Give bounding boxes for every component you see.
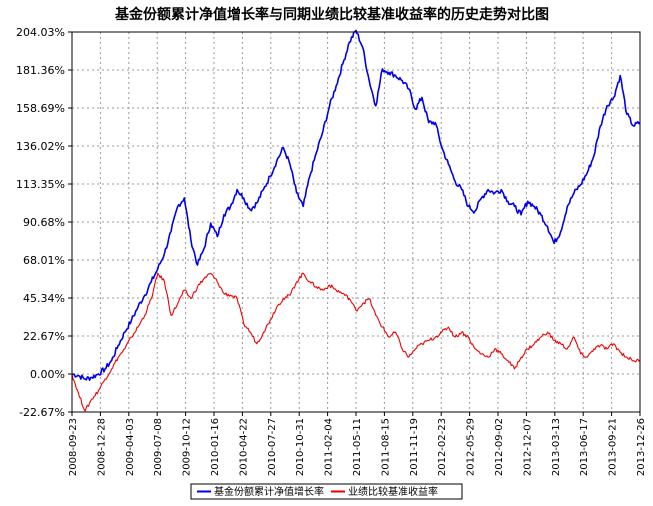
y-tick-label: 22.67% (23, 330, 65, 343)
y-tick-label: 68.01% (23, 254, 65, 267)
legend-item-fund: 基金份额累计净值增长率 (214, 485, 324, 498)
plot-border (71, 31, 641, 413)
series-line-fund-nav-growth (71, 29, 641, 381)
x-tick-label: 2011-11-19 (409, 418, 420, 476)
y-tick-label: 113.35% (16, 178, 65, 191)
legend-item-benchmark: 业绩比较基准收益率 (348, 485, 438, 498)
x-tick-label: 2010-04-22 (238, 418, 249, 476)
y-tick-label: 136.02% (16, 140, 65, 153)
x-tick-label: 2009-10-12 (182, 418, 193, 476)
x-tick-label: 2011-08-15 (380, 418, 391, 476)
legend-box (190, 483, 463, 500)
y-tick-label: 0.00% (30, 368, 65, 381)
y-tick-label: 204.03% (16, 26, 65, 39)
y-axis: 204.03% 181.36% 158.69% 136.02% 113.35% 90.68… (16, 26, 72, 419)
grid-lines (71, 31, 641, 413)
x-axis: 2008-09-23 2008-12-28 2009-04-03 2009-07-08… (68, 412, 647, 476)
series-line-benchmark-return (71, 272, 641, 412)
x-tick-label: 2012-12-07 (522, 418, 533, 476)
x-tick-label: 2013-12-26 (636, 418, 647, 476)
series-lines (71, 29, 641, 412)
x-tick-label: 2013-09-21 (608, 418, 619, 476)
chart-title: 基金份额累计净值增长率与同期业绩比较基准收益率的历史走势对比图 (115, 6, 549, 23)
x-tick-label: 2008-12-28 (96, 418, 107, 476)
x-tick-label: 2008-09-23 (68, 418, 79, 476)
x-tick-label: 2013-06-17 (579, 418, 590, 476)
y-tick-label: 90.68% (23, 216, 65, 229)
y-tick-label: 158.69% (16, 102, 65, 115)
x-tick-label: 2011-05-11 (352, 418, 363, 476)
x-tick-label: 2012-02-23 (437, 418, 448, 476)
legend: 基金份额累计净值增长率 业绩比较基准收益率 (190, 483, 463, 500)
x-tick-label: 2010-10-31 (295, 418, 306, 476)
y-tick-label: 181.36% (16, 64, 65, 77)
x-tick-label: 2012-05-29 (466, 418, 477, 476)
y-tick-label: -22.67% (19, 406, 65, 419)
x-tick-label: 2010-07-27 (267, 418, 278, 476)
x-tick-label: 2009-07-08 (153, 418, 164, 476)
y-tick-label: 45.34% (23, 292, 65, 305)
x-tick-label: 2010-01-16 (210, 418, 221, 476)
x-tick-label: 2011-02-04 (324, 418, 335, 476)
x-tick-label: 2009-04-03 (125, 418, 136, 476)
x-tick-label: 2013-03-13 (551, 418, 562, 476)
x-tick-label: 2012-09-02 (494, 418, 505, 476)
